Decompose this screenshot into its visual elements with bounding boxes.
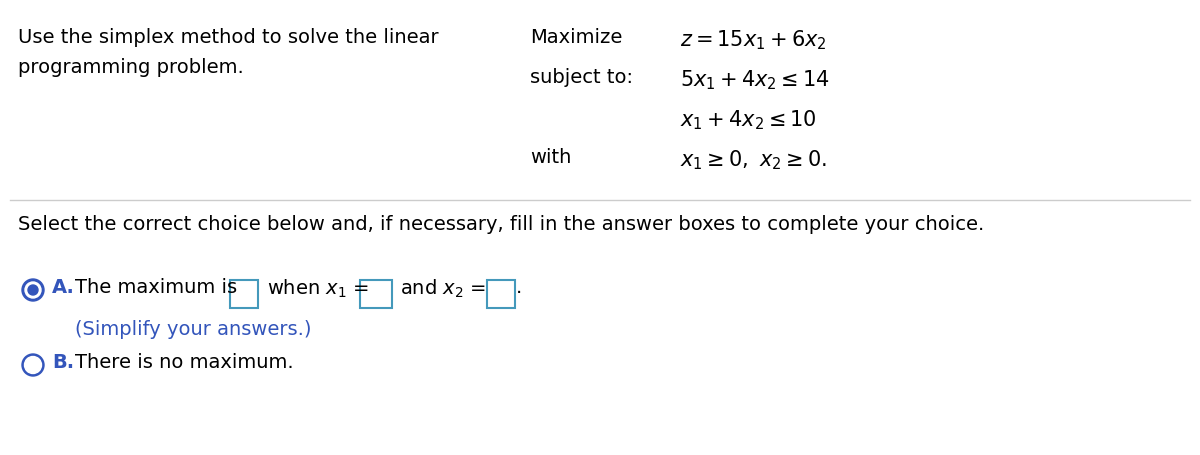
- Text: (Simplify your answers.): (Simplify your answers.): [74, 320, 312, 339]
- Circle shape: [25, 282, 41, 298]
- FancyBboxPatch shape: [487, 280, 515, 308]
- Text: $x_1 \geq 0,\ x_2 \geq 0.$: $x_1 \geq 0,\ x_2 \geq 0.$: [680, 148, 827, 172]
- Text: programming problem.: programming problem.: [18, 58, 244, 77]
- Text: .: .: [516, 278, 522, 297]
- Text: The maximum is: The maximum is: [74, 278, 238, 297]
- Text: Select the correct choice below and, if necessary, fill in the answer boxes to c: Select the correct choice below and, if …: [18, 215, 984, 234]
- Circle shape: [22, 354, 44, 376]
- Text: $z = 15x_1 + 6x_2$: $z = 15x_1 + 6x_2$: [680, 28, 827, 51]
- Text: when $x_1$ =: when $x_1$ =: [266, 278, 370, 300]
- Text: and $x_2$ =: and $x_2$ =: [400, 278, 486, 300]
- Text: $x_1 + 4x_2 \leq 10$: $x_1 + 4x_2 \leq 10$: [680, 108, 817, 131]
- Text: $5x_1 + 4x_2 \leq 14$: $5x_1 + 4x_2 \leq 14$: [680, 68, 829, 91]
- Circle shape: [28, 285, 38, 295]
- Text: B.: B.: [52, 353, 74, 372]
- Circle shape: [24, 357, 42, 374]
- Text: A.: A.: [52, 278, 74, 297]
- Text: Use the simplex method to solve the linear: Use the simplex method to solve the line…: [18, 28, 439, 47]
- Text: Maximize: Maximize: [530, 28, 623, 47]
- FancyBboxPatch shape: [230, 280, 258, 308]
- Circle shape: [22, 279, 44, 301]
- Text: There is no maximum.: There is no maximum.: [74, 353, 294, 372]
- Text: with: with: [530, 148, 571, 167]
- FancyBboxPatch shape: [360, 280, 392, 308]
- Text: subject to:: subject to:: [530, 68, 634, 87]
